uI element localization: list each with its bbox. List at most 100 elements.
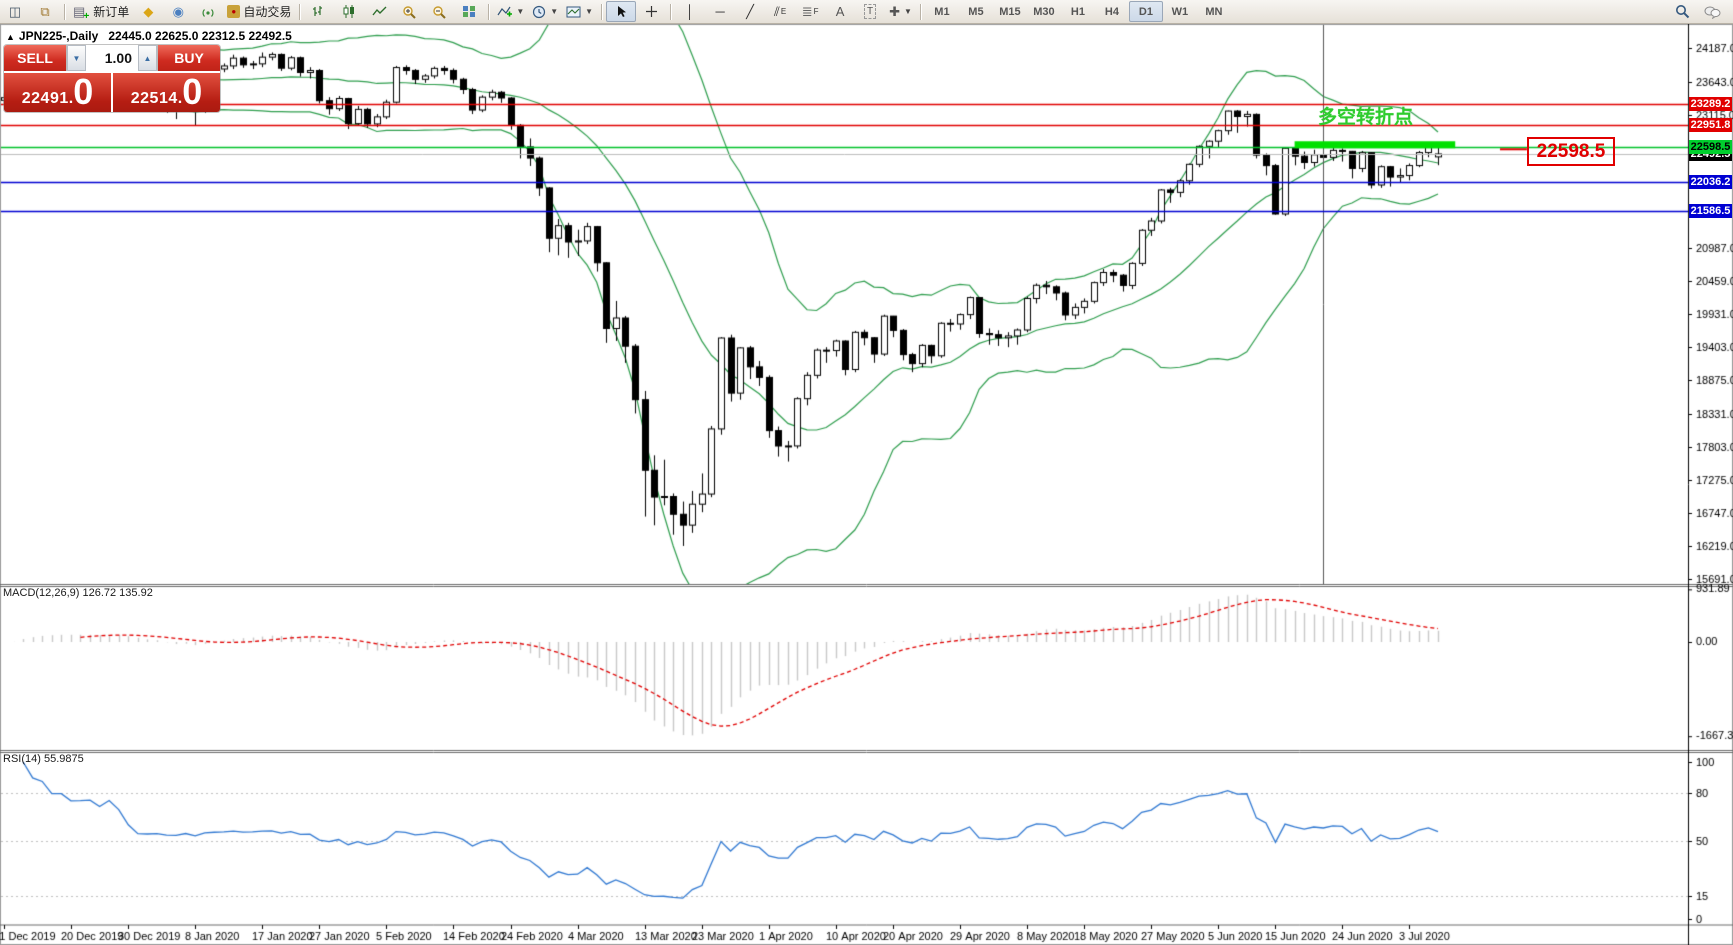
chevron-down-icon: ▼ <box>585 7 594 16</box>
cursor-button[interactable] <box>606 1 637 22</box>
search-button[interactable] <box>1667 1 1697 22</box>
vertical-line-button[interactable]: │ <box>675 1 705 22</box>
chevron-down-icon: ▼ <box>516 7 525 16</box>
autotrading-button[interactable]: ● 自动交易 <box>223 1 295 22</box>
new-order-button[interactable]: ▤ + 新订单 <box>69 1 133 22</box>
templates-button[interactable]: ▼ <box>562 1 597 22</box>
symbol-marker-icon: ▲ <box>6 32 15 42</box>
toolbar-separator <box>919 3 921 20</box>
label-button[interactable]: T <box>855 1 885 22</box>
toolbar-separator <box>488 3 490 20</box>
tile-windows-icon <box>463 6 476 17</box>
sell-price[interactable]: 22491. 0 <box>4 73 111 112</box>
volume-stepper: ▼ 1.00 ▲ <box>66 45 158 71</box>
new-order-icon: ▤ + <box>73 3 90 22</box>
price-badge: 22951.8 <box>1689 118 1732 132</box>
line-chart-icon <box>372 6 387 16</box>
label-icon: T <box>864 4 877 19</box>
line-chart-button[interactable] <box>364 1 394 22</box>
zoom-out-button[interactable] <box>424 1 454 22</box>
search-icon <box>1675 5 1689 19</box>
autotrading-label: 自动交易 <box>243 5 292 19</box>
timeframe-m1[interactable]: M1 <box>934 5 950 18</box>
bar-chart-icon <box>313 6 323 16</box>
channel-button[interactable]: ⫽ E <box>774 4 787 19</box>
chart-area: ▲ JPN225-,Daily 22445.0 22625.0 22312.5 22… <box>0 24 1733 945</box>
fibonacci-button[interactable]: ≣ F <box>801 4 819 19</box>
timeframe-d1[interactable]: D1 <box>1128 1 1163 22</box>
toolbar-separator <box>601 3 603 20</box>
bar-chart-button[interactable] <box>304 1 334 22</box>
timeframe-m30[interactable]: M30 <box>1033 5 1055 18</box>
fibonacci-icon: ≣ <box>801 4 813 19</box>
main-toolbar: ◫ ⧉ ▤ + 新订单 ◆ ◉ ● 自动交易 ▼ ▼ ▼ │ ─ ╱ ⫽ E ≣ F … <box>0 0 1733 24</box>
timeframe-h4[interactable]: H4 <box>1104 5 1119 18</box>
profiles-icon: ⧉ <box>40 4 50 19</box>
templates-icon <box>566 6 581 17</box>
buy-price-main: 22514 <box>130 89 178 107</box>
horizontal-line-icon: ─ <box>715 4 725 19</box>
sell-price-dot: . <box>68 89 74 107</box>
price-box-annotation[interactable]: 22598.5 <box>1527 137 1615 166</box>
volume-value[interactable]: 1.00 <box>104 50 132 66</box>
text-button[interactable]: A <box>825 1 855 22</box>
timeframe-w1[interactable]: W1 <box>1171 5 1189 18</box>
sell-button[interactable]: SELL <box>4 45 66 71</box>
signals-button[interactable] <box>193 1 223 22</box>
price-badge: 22036.2 <box>1689 175 1732 189</box>
cursor-icon <box>617 6 626 17</box>
timeframe-mn[interactable]: MN <box>1205 5 1223 18</box>
chevron-down-icon: ▼ <box>550 7 559 16</box>
price-badge: 22598.5 <box>1689 140 1732 154</box>
timeframe-h1[interactable]: H1 <box>1070 5 1085 18</box>
chat-button[interactable] <box>1697 1 1727 22</box>
timeframe-m5[interactable]: M5 <box>968 5 984 18</box>
vertical-line-icon: │ <box>686 4 695 19</box>
candle-chart-button[interactable] <box>334 1 364 22</box>
new-chart-icon: ◫ <box>8 4 22 19</box>
market-icon: ◆ <box>143 4 154 19</box>
toolbar-separator <box>299 3 301 20</box>
new-order-label: 新订单 <box>93 5 130 19</box>
market-button[interactable]: ◆ <box>133 1 163 22</box>
arrows-icon: ✚ <box>889 4 900 19</box>
signals-icon <box>202 8 214 17</box>
tile-windows-button[interactable] <box>454 1 484 22</box>
zoom-in-button[interactable] <box>394 1 424 22</box>
volume-increase-button[interactable]: ▲ <box>138 45 157 71</box>
periods-button[interactable]: ▼ <box>528 1 562 22</box>
volume-decrease-button[interactable]: ▼ <box>67 45 86 71</box>
turning-point-annotation[interactable]: 多空转折点 <box>1318 107 1414 128</box>
trendline-icon: ╱ <box>746 4 754 19</box>
crosshair-button[interactable] <box>636 1 666 22</box>
indicators-button[interactable]: ▼ <box>493 1 528 22</box>
toolbar-separator <box>670 3 672 20</box>
buy-button[interactable]: BUY <box>158 45 220 71</box>
chevron-down-icon: ▼ <box>904 7 912 16</box>
zoom-out-icon <box>433 5 447 19</box>
timeframe-m15[interactable]: M15 <box>999 5 1021 18</box>
indicators-icon <box>497 6 513 17</box>
ohlc-values: 22445.0 22625.0 22312.5 22492.5 <box>108 29 292 43</box>
buy-price-big-digit: 0 <box>182 71 203 112</box>
chart-title: ▲ JPN225-,Daily 22445.0 22625.0 22312.5 22… <box>6 29 292 43</box>
toolbar-separator <box>64 3 65 20</box>
channel-icon: ⫽ <box>774 4 780 19</box>
periods-icon <box>533 5 546 18</box>
horizontal-line-button[interactable]: ─ <box>705 1 735 22</box>
arrows-button[interactable]: ✚ ▼ <box>885 1 916 22</box>
one-click-trading-panel: SELL ▼ 1.00 ▲ BUY 22491. 0 22514. 0 <box>4 45 220 112</box>
price-badge: 21586.5 <box>1689 204 1732 218</box>
buy-price[interactable]: 22514. 0 <box>111 73 220 112</box>
trendline-button[interactable]: ╱ <box>735 1 765 22</box>
candle-chart-icon <box>343 5 355 18</box>
symbol-name: JPN225-,Daily <box>18 29 99 43</box>
new-chart-button[interactable]: ◫ <box>0 1 30 22</box>
sell-price-big-digit: 0 <box>73 71 94 112</box>
community-button[interactable]: ◉ <box>163 1 193 22</box>
sell-price-main: 22491 <box>21 89 69 107</box>
price-badge: 23289.2 <box>1689 97 1732 111</box>
profiles-button[interactable]: ⧉ <box>30 1 60 22</box>
price-chart-canvas[interactable] <box>0 24 1733 945</box>
